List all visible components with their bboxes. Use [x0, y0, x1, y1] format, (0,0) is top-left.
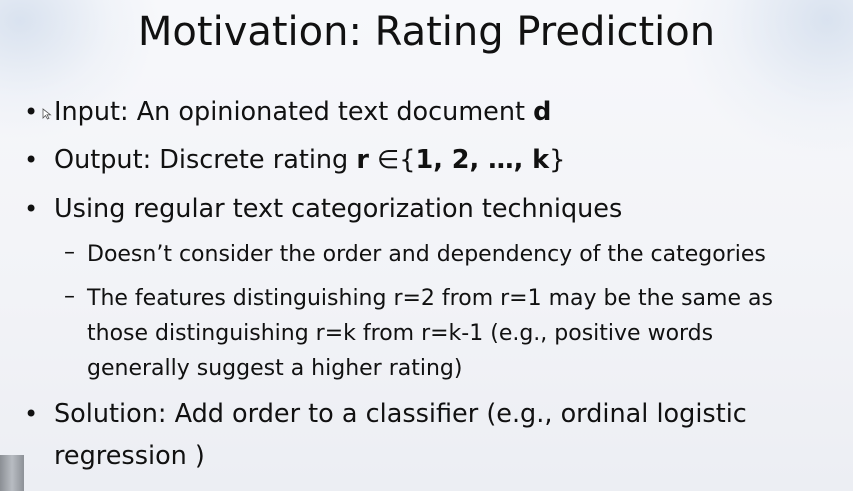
bullet-output-symbol: ∈{	[368, 145, 416, 175]
background-decoration-left	[0, 0, 160, 140]
bullet-marker: •	[24, 195, 39, 223]
video-corner-overlay	[0, 455, 24, 491]
bullet-output-set: 1, 2, …, k	[415, 145, 550, 175]
bullet-output-close: }	[549, 145, 566, 175]
bullet-input-text: Input: An opinionated text document	[54, 97, 534, 127]
bullet-marker: •	[24, 98, 39, 126]
bullet-solution-line2: regression )	[54, 441, 205, 471]
sub-bullet-features-line1: The features distinguishing r=2 from r=1…	[87, 286, 773, 311]
bullet-marker: •	[24, 400, 39, 428]
mouse-pointer-icon	[42, 108, 52, 120]
slide-title: Motivation: Rating Prediction	[137, 9, 716, 55]
bullet-output: Output: Discrete rating r ∈{1, 2, …, k}	[54, 145, 565, 176]
bullet-input: Input: An opinionated text document d	[54, 97, 551, 128]
sub-bullet-marker: –	[64, 240, 75, 265]
sub-bullet-marker: –	[64, 284, 75, 309]
bullet-output-text: Output: Discrete rating	[54, 145, 357, 175]
sub-bullet-features-line2: those distinguishing r=k from r=k-1 (e.g…	[87, 321, 714, 346]
bullet-input-bold: d	[533, 97, 552, 127]
bullet-solution-line1: Solution: Add order to a classifier (e.g…	[54, 399, 747, 429]
bullet-output-r: r	[356, 145, 369, 175]
bullet-marker: •	[24, 146, 39, 174]
sub-bullet-features-line3: generally suggest a higher rating)	[87, 356, 463, 381]
sub-bullet-order: Doesn’t consider the order and dependenc…	[87, 242, 766, 267]
bullet-using: Using regular text categorization techni…	[54, 194, 623, 224]
background-decoration-right	[673, 0, 853, 160]
